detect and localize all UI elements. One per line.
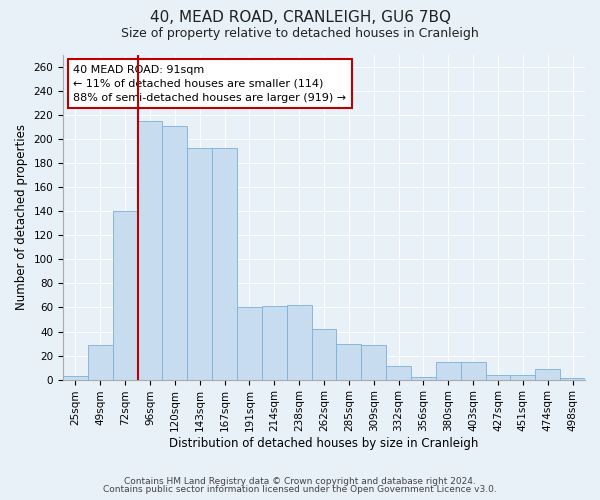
Bar xyxy=(163,126,187,380)
Bar xyxy=(187,148,212,380)
Bar xyxy=(560,378,585,380)
Y-axis label: Number of detached properties: Number of detached properties xyxy=(15,124,28,310)
Bar xyxy=(262,306,287,380)
Bar xyxy=(88,344,113,380)
Bar xyxy=(461,362,485,380)
Bar xyxy=(436,362,461,380)
Bar xyxy=(113,212,137,380)
Bar xyxy=(386,366,411,380)
X-axis label: Distribution of detached houses by size in Cranleigh: Distribution of detached houses by size … xyxy=(169,437,479,450)
Bar xyxy=(287,305,311,380)
Bar xyxy=(237,308,262,380)
Text: 40 MEAD ROAD: 91sqm
← 11% of detached houses are smaller (114)
88% of semi-detac: 40 MEAD ROAD: 91sqm ← 11% of detached ho… xyxy=(73,64,347,102)
Bar xyxy=(311,329,337,380)
Bar xyxy=(535,369,560,380)
Text: Contains public sector information licensed under the Open Government Licence v3: Contains public sector information licen… xyxy=(103,485,497,494)
Bar xyxy=(212,148,237,380)
Text: Contains HM Land Registry data © Crown copyright and database right 2024.: Contains HM Land Registry data © Crown c… xyxy=(124,477,476,486)
Bar xyxy=(337,344,361,380)
Text: Size of property relative to detached houses in Cranleigh: Size of property relative to detached ho… xyxy=(121,28,479,40)
Bar xyxy=(411,377,436,380)
Bar xyxy=(137,121,163,380)
Bar xyxy=(361,344,386,380)
Bar xyxy=(63,376,88,380)
Bar xyxy=(511,375,535,380)
Text: 40, MEAD ROAD, CRANLEIGH, GU6 7BQ: 40, MEAD ROAD, CRANLEIGH, GU6 7BQ xyxy=(149,10,451,25)
Bar xyxy=(485,375,511,380)
